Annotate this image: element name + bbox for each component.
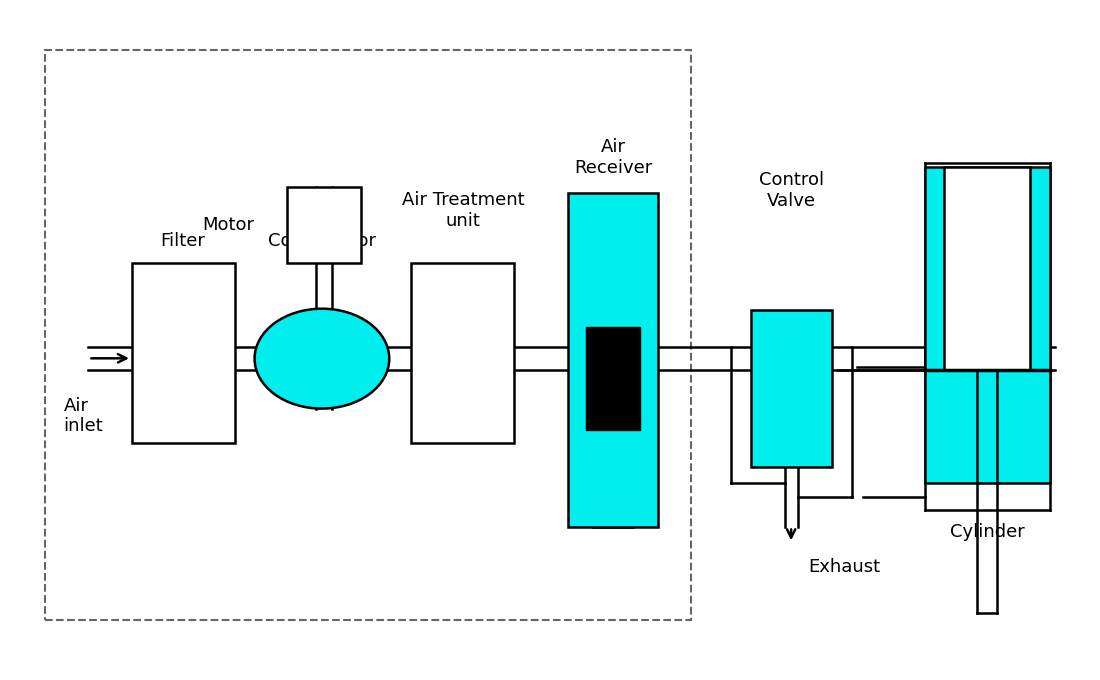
Bar [751,310,833,466]
Text: Air
inlet: Air inlet [64,396,103,435]
Text: Air
Receiver: Air Receiver [574,138,652,177]
Bar [925,167,1049,483]
Text: Compressor: Compressor [268,232,376,250]
Text: Exhaust: Exhaust [808,558,881,577]
Text: Air Treatment
unit: Air Treatment unit [402,191,525,230]
Text: Cylinder: Cylinder [949,523,1024,541]
Bar [287,187,361,263]
Bar [45,50,691,619]
Bar [569,193,658,526]
Bar [944,167,1030,370]
Text: Filter: Filter [161,232,206,250]
Bar [132,263,235,443]
Bar [586,326,640,430]
Ellipse shape [254,309,389,409]
Bar [411,263,514,443]
Text: Control
Valve: Control Valve [759,171,824,210]
Text: Motor: Motor [202,216,254,235]
